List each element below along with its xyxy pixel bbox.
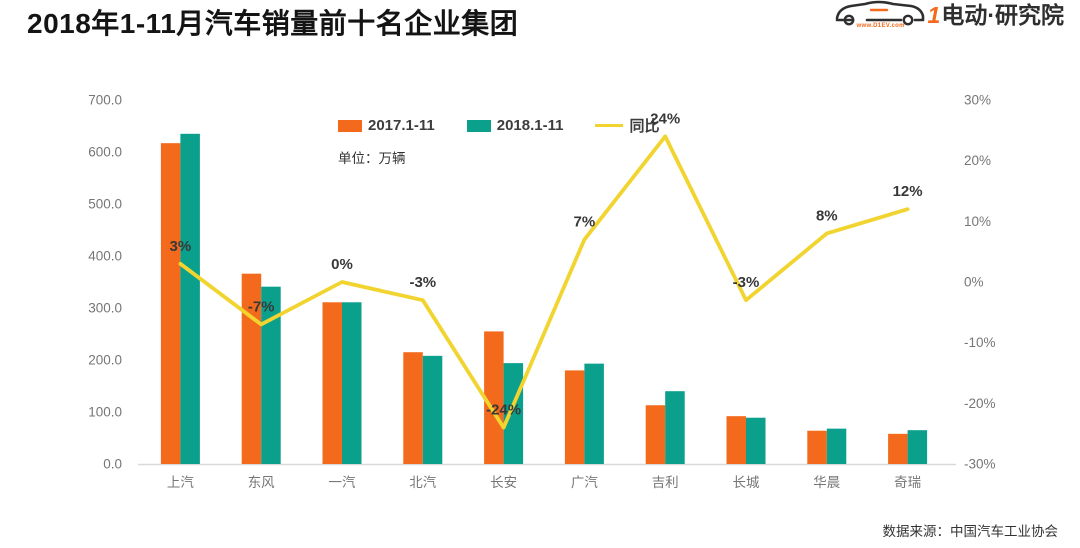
bar-2018 [665,391,685,464]
y-left-tick: 0.0 [103,457,122,472]
bar-2017 [322,302,342,464]
logo-brand-one: 1 [927,2,941,28]
y-right-tick: 20% [964,153,991,168]
legend-swatch-2017 [338,119,362,132]
yoy-line [178,134,910,430]
yoy-point-label: 24% [650,110,680,127]
page-title: 2018年1-11月汽车销量前十名企业集团 [27,8,519,39]
bar-2017 [807,430,827,464]
x-category-label: 奇瑞 [894,474,921,490]
y-right-tick: 10% [964,214,991,229]
logo-suffix: 研究院 [995,2,1064,28]
y-left-tick: 300.0 [88,301,122,316]
bar-2017 [726,416,746,464]
bar-2018 [180,133,200,465]
bar-2017 [484,331,504,464]
x-category-label: 上汽 [167,475,194,490]
bar-2018 [826,428,847,464]
logo-brand-text: 1电动·研究院 [927,0,1064,30]
legend-line-swatch-yoy [595,123,624,128]
x-category-label: 东风 [248,475,275,490]
yoy-point-label: 12% [893,183,923,200]
bar-2018 [746,417,766,464]
bar-2017 [888,433,908,464]
logo-url-text: www.D1EV.com [856,23,905,29]
yoy-point-label: 8% [816,207,838,224]
bar-2018 [503,363,524,464]
legend-label-2018: 2018.1-11 [496,117,564,134]
y-left-tick: 200.0 [88,353,122,368]
yoy-point-label: 7% [574,214,596,231]
unit-label: 单位：万辆 [338,151,406,166]
car-logo-icon: www.D1EV.com [831,0,927,30]
x-category-label: 广汽 [571,475,599,490]
y-left-tick: 600.0 [88,145,122,160]
y-right-tick: -20% [964,396,996,411]
y-right-tick: -10% [964,335,996,350]
legend-item-2018: 2018.1-11 [466,117,564,134]
y-left-tick: 100.0 [88,405,122,420]
bar-2017 [645,405,666,464]
yoy-point-label: -3% [733,274,760,291]
x-category-label: 北汽 [409,475,436,490]
bar-2017 [564,370,585,464]
yoy-point-label: -24% [486,402,521,419]
x-category-label: 长安 [490,475,517,490]
y-left-tick: 500.0 [88,197,122,212]
logo-brand-word: 电动 [941,2,988,28]
y-right-tick: 30% [964,93,991,108]
y-left-tick: 400.0 [88,249,122,264]
x-category-label: 一汽 [329,475,356,490]
legend-label-2017: 2017.1-11 [368,117,435,134]
yoy-point-label: -3% [409,274,436,291]
y-right-tick: 0% [964,275,984,290]
logo-separator: · [987,2,995,28]
chart-legend: 2017.1-11 2018.1-11 同比 [338,115,659,136]
yoy-point-label: 3% [170,238,192,255]
legend-item-yoy: 同比 [595,115,659,136]
bar-2018 [261,286,281,464]
x-category-label: 长城 [733,475,761,490]
y-right-tick: -30% [964,457,996,472]
bar-2018 [584,363,604,464]
x-category-label: 吉利 [652,475,679,490]
y-left-tick: 700.0 [88,93,122,108]
legend-label-yoy: 同比 [629,118,660,135]
bar-2018 [342,302,362,464]
bar-2017 [403,352,423,464]
bar-2017 [160,143,181,464]
bar-2018 [907,430,928,464]
legend-item-2017: 2017.1-11 [338,117,435,134]
brand-logo: www.D1EV.com 1电动·研究院 [831,0,1064,31]
yoy-point-label: -7% [248,298,275,315]
bar-2018 [422,355,443,464]
legend-swatch-2018 [466,119,491,132]
yoy-point-label: 0% [331,256,353,273]
data-source: 数据来源：中国汽车工业协会 [882,524,1059,539]
x-category-label: 华晨 [813,475,840,490]
